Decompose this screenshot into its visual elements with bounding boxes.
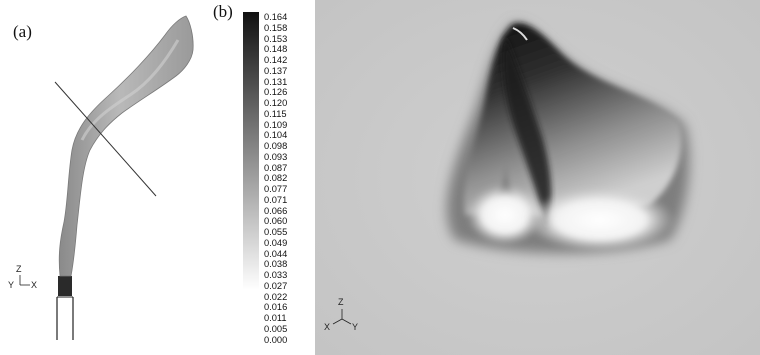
colorbar-tick-label: 0.109: [264, 119, 288, 130]
colorbar-tick-label: 0.044: [264, 248, 288, 259]
axis-x-label: X: [31, 280, 37, 290]
colorbar-tick-label: 0.000: [264, 334, 288, 345]
axis-triad-b: Z X Y: [324, 297, 358, 332]
axis-y-label: Y: [8, 280, 14, 290]
colorbar-tick-label: 0.071: [264, 194, 288, 205]
axis-z-label: Z: [16, 264, 22, 274]
panel-a-label: (a): [13, 22, 32, 41]
colorbar-tick-label: 0.120: [264, 98, 288, 108]
colorbar-tick-label: 0.158: [264, 22, 288, 33]
colorbar-tick-label: 0.011: [264, 313, 287, 323]
axis-x-label: X: [324, 322, 330, 332]
cutting-plane-line: [54, 81, 157, 197]
colorbar-tick-label: 0.104: [264, 130, 288, 141]
colorbar-tick-label: 0.093: [264, 151, 288, 162]
colorbar-tick-label: 0.082: [264, 173, 288, 184]
colorbar-tick-labels: 0.164 0.158 0.153 0.148 0.142 0.137 0.131 0.126…: [264, 12, 314, 345]
colorbar-tick-label: 0.115: [264, 108, 287, 119]
colorbar-tick-label: 0.066: [264, 205, 288, 216]
colorbar-tick-label: 0.126: [264, 87, 288, 98]
colorbar-tick-label: 0.055: [264, 227, 288, 237]
nozzle-tube: [56, 276, 74, 340]
colorbar-tick-label: 0.033: [264, 270, 288, 280]
colorbar-tick-label: 0.142: [264, 55, 288, 65]
colorbar-tick-label: 0.164: [264, 12, 288, 22]
panel-b-label: (b): [213, 2, 233, 21]
contour-low-region-right: [525, 188, 675, 252]
colorbar-tick-label: 0.016: [264, 302, 288, 313]
axis-y-label: Y: [352, 322, 358, 332]
colorbar-tick-label: 0.022: [264, 291, 288, 302]
colorbar-tick-label: 0.098: [264, 141, 288, 151]
colorbar-tick-label: 0.131: [264, 76, 288, 87]
colorbar-tick-label: 0.087: [264, 162, 288, 173]
axis-triad-a: Z Y X: [8, 264, 37, 290]
contour-inner-fold: [503, 35, 552, 230]
colorbar-tick-label: 0.148: [264, 44, 288, 55]
contour-low-region-left: [467, 185, 543, 245]
colorbar-tick-label: 0.049: [264, 237, 288, 248]
axis-z-label: Z: [338, 297, 344, 307]
colorbar-tick-label: 0.137: [264, 65, 288, 76]
colorbar-tick-label: 0.027: [264, 280, 288, 291]
cross-section-contour-panel: Z X Y: [315, 0, 760, 355]
plume-isosurface-panel: Z Y X: [8, 15, 194, 340]
colorbar-tick-label: 0.060: [264, 216, 288, 227]
plume-surface: [58, 15, 194, 277]
contour-peak-highlight: [512, 27, 528, 41]
colorbar: [243, 12, 259, 290]
colorbar-tick-label: 0.153: [264, 33, 288, 44]
colorbar-tick-label: 0.005: [264, 323, 288, 334]
colorbar-tick-label: 0.077: [264, 184, 288, 194]
colorbar-tick-label: 0.038: [264, 259, 288, 270]
